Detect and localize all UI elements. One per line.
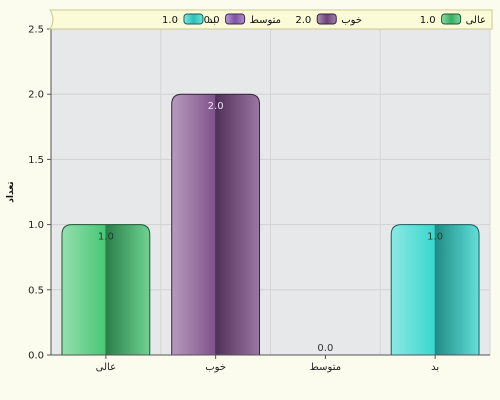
y-tick-label: 1.0 xyxy=(28,220,44,231)
bar-1 xyxy=(61,224,151,356)
y-tick-label: 1.5 xyxy=(28,155,44,166)
legend-entry-name: بد xyxy=(208,15,216,26)
bar-value-label: 2.0 xyxy=(208,101,224,112)
legend-swatch xyxy=(183,13,204,25)
legend-entry-value: 1.0 xyxy=(420,15,436,26)
y-tick-label: 0.0 xyxy=(28,351,44,362)
bar-value-label: 1.0 xyxy=(98,232,114,243)
legend-entry-value: 2.0 xyxy=(295,15,311,26)
x-tick-label: بد xyxy=(431,362,439,373)
bars-group: 1.0 2.0 0.0 1.0 xyxy=(61,93,480,356)
bar-value-label: 0.0 xyxy=(317,343,333,354)
x-tick-label: متوسط xyxy=(310,362,341,373)
bar-4 xyxy=(390,224,480,356)
bar-value-label: 1.0 xyxy=(427,232,443,243)
legend: عالی 1.0 خوب 2.0 متوسط 0.0بد 1.0 xyxy=(49,9,493,30)
legend-swatch xyxy=(316,13,337,25)
legend-entry-name: خوب xyxy=(341,15,362,26)
y-axis: 0.0 0.5 1.0 1.5 2.0 2.5 xyxy=(28,25,52,362)
legend-box xyxy=(49,9,493,30)
legend-entry-name: متوسط xyxy=(250,15,281,26)
x-tick-label: خوب xyxy=(205,362,226,373)
legend-entry-name: عالی xyxy=(466,15,486,26)
bar-2 xyxy=(171,93,261,356)
y-axis-label: تعداد xyxy=(6,181,16,202)
legend-entry-value: 0.0 xyxy=(204,15,220,26)
y-tick-label: 2.0 xyxy=(28,90,44,101)
legend-swatch xyxy=(441,13,462,25)
x-tick-label: عالی xyxy=(96,362,116,373)
legend-swatch xyxy=(225,13,246,25)
y-tick-label: 0.5 xyxy=(28,285,44,296)
legend-entry-value: 1.0 xyxy=(162,15,178,26)
x-axis: عالی خوب متوسط بد xyxy=(51,354,490,373)
y-tick-label: 2.5 xyxy=(28,25,44,36)
